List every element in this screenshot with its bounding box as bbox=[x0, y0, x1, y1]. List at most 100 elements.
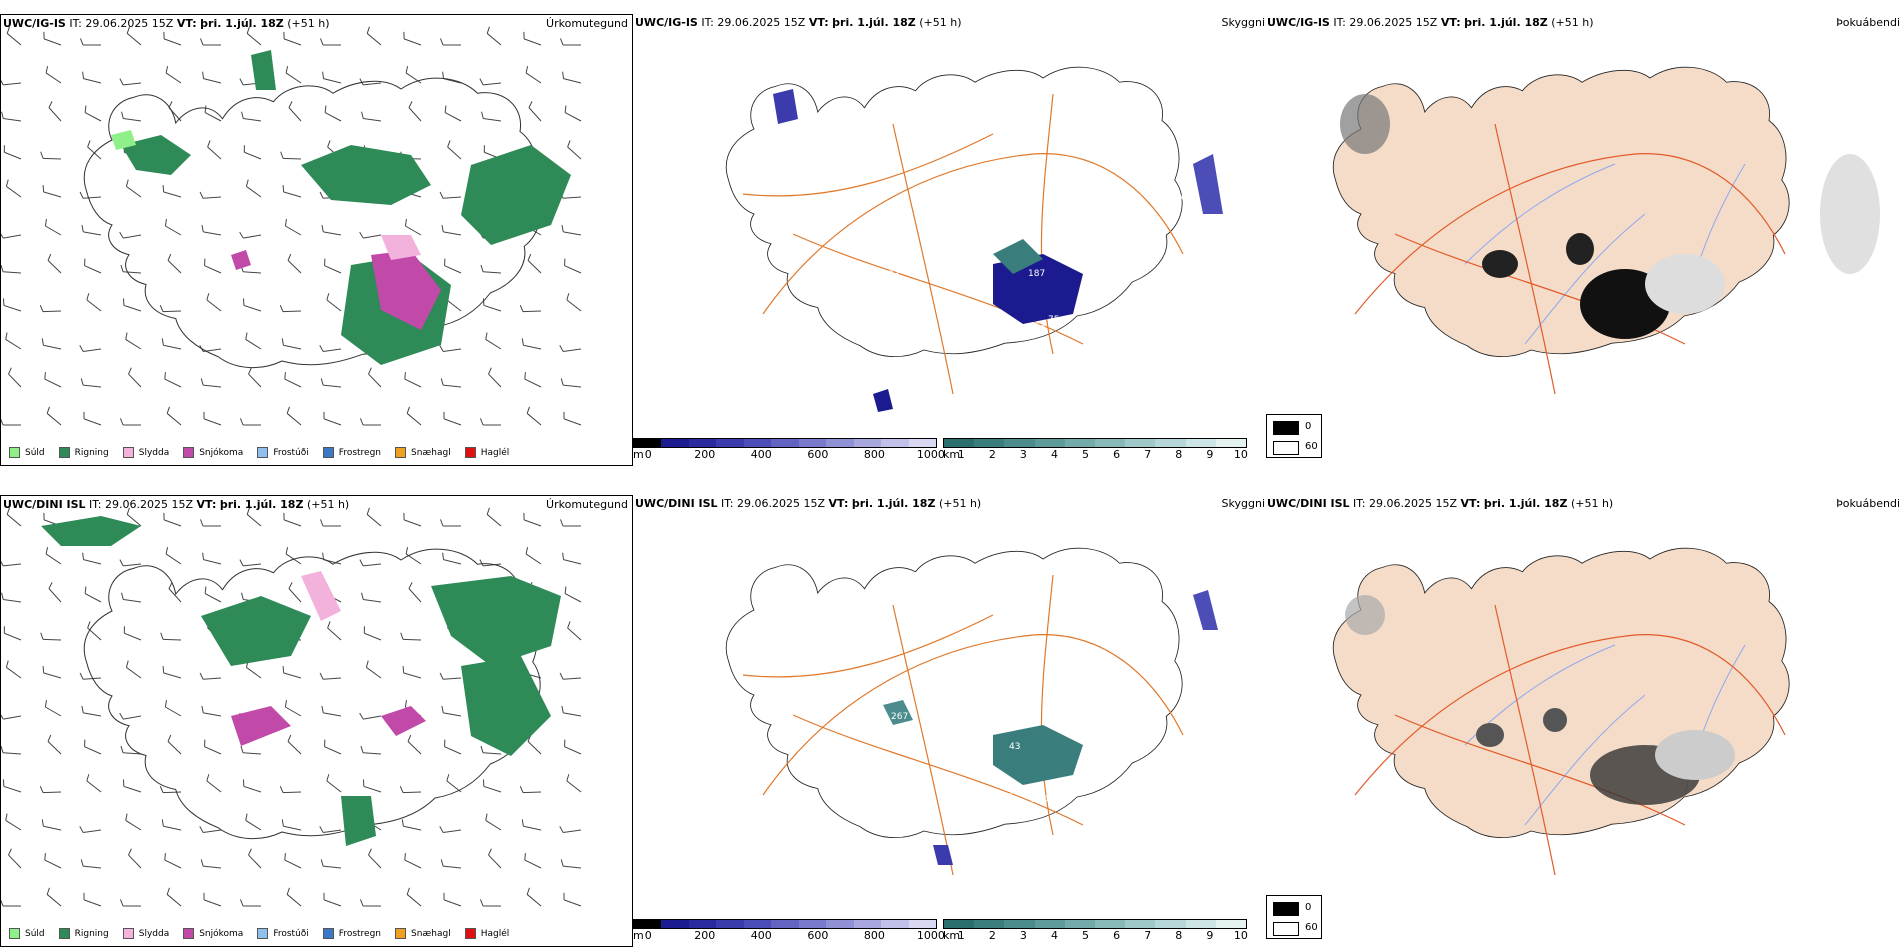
wind-barb bbox=[525, 553, 542, 565]
colorbar-segment bbox=[634, 920, 662, 928]
wind-barb-flag bbox=[359, 712, 364, 720]
fog-map bbox=[1332, 547, 1790, 876]
wind-barb-flag bbox=[240, 745, 244, 753]
wind-barb bbox=[323, 384, 342, 388]
colorbar-segment bbox=[1155, 920, 1186, 928]
wind-barb-flag bbox=[406, 887, 410, 895]
wind-barb-flag bbox=[46, 406, 50, 414]
wind-barb bbox=[204, 112, 222, 122]
precip-legend-item: Haglél bbox=[464, 447, 510, 458]
wind-barb-flag bbox=[81, 224, 84, 232]
panel-title: Skyggni bbox=[1221, 16, 1265, 29]
precip-legend-swatch bbox=[58, 447, 70, 458]
wind-barb bbox=[4, 632, 22, 641]
wind-barb-flag bbox=[559, 38, 564, 46]
wind-barb-flag bbox=[442, 552, 445, 560]
wind-barb-flag bbox=[246, 507, 250, 515]
wind-barb bbox=[243, 563, 262, 567]
wind-barb-flag bbox=[167, 734, 172, 742]
wind-barb bbox=[48, 588, 62, 603]
wind-barb-flag bbox=[199, 519, 204, 527]
vis-label: 38 bbox=[1061, 345, 1073, 355]
precip-legend-label: Frostregn bbox=[338, 928, 382, 939]
wind-barb-flag bbox=[519, 304, 524, 312]
precip-legend-label: Snjókoma bbox=[199, 928, 244, 939]
colorbar-tick-label: 10 bbox=[1233, 929, 1248, 942]
precip-legend-swatch bbox=[183, 447, 195, 458]
colorbar-tick-label: 1 bbox=[957, 929, 965, 942]
wind-barb-flag bbox=[161, 338, 164, 346]
wind-barb bbox=[164, 378, 182, 388]
precip-legend-swatch bbox=[183, 928, 195, 939]
precip-legend-item: Rigning bbox=[58, 447, 109, 458]
wind-barb bbox=[244, 151, 262, 160]
wind-barb bbox=[243, 234, 262, 239]
colorbar-tick-label: 4 bbox=[1050, 929, 1058, 942]
wind-barb bbox=[527, 260, 542, 274]
wind-barb bbox=[567, 146, 582, 160]
wind-barb bbox=[283, 191, 302, 198]
wind-barb-flag bbox=[285, 65, 289, 74]
wind-barb bbox=[243, 271, 262, 274]
wind-barb-flag bbox=[286, 887, 290, 895]
wind-barb-flag bbox=[480, 264, 484, 272]
wind-barb bbox=[162, 791, 182, 794]
visibility-colorbar-m bbox=[633, 438, 937, 448]
wind-barb-flag bbox=[239, 899, 244, 907]
wind-barb bbox=[408, 107, 422, 122]
wind-barb bbox=[403, 519, 422, 527]
precip-legend-item: Frostregn bbox=[322, 928, 382, 939]
wind-barb bbox=[323, 829, 342, 834]
colorbar-segment bbox=[974, 920, 1005, 928]
colorbar-ticks-km: 1 2 3 4 5 6 7 8 9 10 bbox=[943, 929, 1248, 943]
colorbar-segment bbox=[881, 920, 909, 928]
wind-barb-flag bbox=[1, 899, 4, 907]
wind-barb bbox=[564, 112, 582, 122]
wind-barb bbox=[47, 741, 62, 755]
precip-legend-label: Haglél bbox=[480, 447, 510, 458]
precip-legend-swatch bbox=[122, 447, 134, 458]
colorbar-segment bbox=[908, 439, 936, 447]
precip-legend-swatch bbox=[395, 447, 407, 458]
wind-barb-flag bbox=[439, 519, 444, 527]
wind-barb-flag bbox=[564, 586, 567, 594]
wind-barb bbox=[525, 72, 542, 84]
colorbar-tick-label: 5 bbox=[1082, 448, 1090, 461]
wind-barb bbox=[203, 865, 222, 869]
wind-barb bbox=[204, 746, 222, 755]
precip-legend-label: Frostregn bbox=[338, 447, 382, 458]
wind-barb bbox=[486, 33, 502, 46]
wind-barb bbox=[83, 348, 102, 353]
wind-barb bbox=[3, 271, 22, 274]
wind-barb bbox=[444, 112, 462, 122]
wind-barb-flag bbox=[207, 140, 211, 148]
wind-barb bbox=[288, 107, 302, 122]
colorbar-tick-label: 6 bbox=[1113, 448, 1121, 461]
wind-barb-flag bbox=[319, 38, 324, 46]
wind-barb-flag bbox=[200, 378, 204, 386]
colorbar-segment bbox=[1064, 920, 1096, 928]
wind-barb-flag bbox=[319, 191, 324, 199]
wind-barb bbox=[485, 820, 502, 831]
wind-barb bbox=[248, 854, 262, 869]
colorbar-segment bbox=[944, 920, 975, 928]
wind-barb bbox=[403, 672, 422, 679]
wind-barb bbox=[485, 339, 502, 350]
wind-barb-flag bbox=[245, 813, 248, 821]
precip-legend-swatch bbox=[257, 447, 269, 458]
wind-barb-flag bbox=[485, 332, 488, 340]
wind-barb bbox=[405, 72, 422, 84]
precip-legend-swatch bbox=[322, 928, 334, 939]
vis-label: 267 bbox=[891, 712, 908, 722]
wind-barb-flag bbox=[239, 78, 244, 86]
wind-barb bbox=[523, 38, 542, 46]
wind-barb-flag bbox=[199, 191, 204, 199]
wind-barb bbox=[163, 519, 182, 527]
wind-barb-flag bbox=[525, 546, 529, 555]
wind-barb-flag bbox=[322, 71, 325, 79]
wind-barb bbox=[524, 859, 542, 869]
wind-barb-flag bbox=[559, 826, 564, 833]
wind-barb bbox=[203, 231, 222, 236]
wind-barb bbox=[404, 859, 422, 869]
wind-barb bbox=[323, 899, 342, 907]
